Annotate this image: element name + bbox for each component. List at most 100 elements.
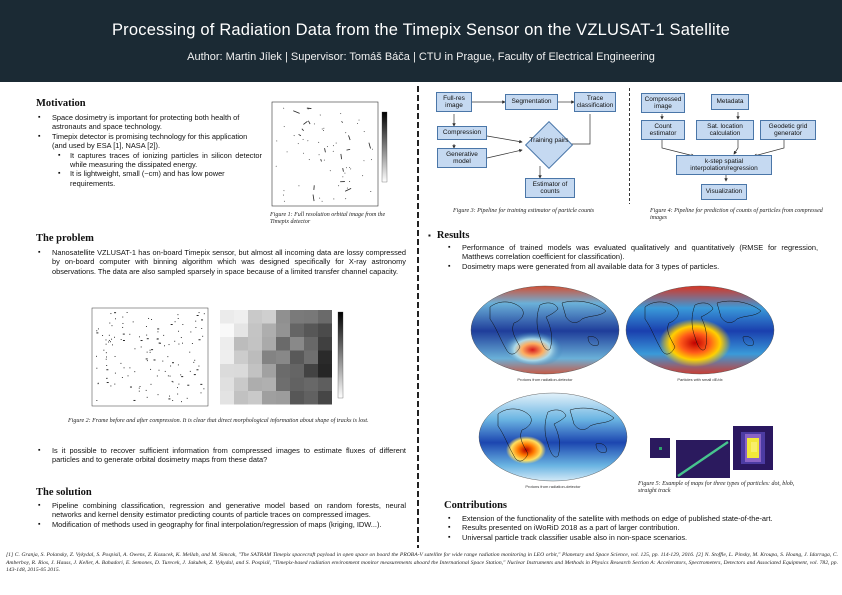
problem-question: Is it possible to recover sufficient inf… xyxy=(36,446,406,465)
particle-hit xyxy=(114,355,116,357)
coastline xyxy=(691,302,714,351)
particle-hit xyxy=(178,330,180,332)
list-item: It captures traces of ionizing particles… xyxy=(36,151,262,170)
particle-hit xyxy=(193,374,196,376)
figure-2-caption: Figure 2: Frame before and after compres… xyxy=(68,418,369,424)
particle-hit xyxy=(196,315,199,316)
particle-hit xyxy=(122,340,125,341)
heatmap-cell xyxy=(262,377,276,391)
particle-hit xyxy=(174,321,176,323)
heatmap-cell xyxy=(262,391,276,405)
problem-heading: The problem xyxy=(36,233,94,244)
heatmap-cell xyxy=(304,350,318,364)
figure-full-resolution-frame xyxy=(270,100,400,208)
problem-text: Nanosatellite VZLUSAT-1 has on-board Tim… xyxy=(36,248,406,276)
heatmap-cell xyxy=(304,323,318,337)
particle-hit xyxy=(169,375,171,377)
particle-hit xyxy=(96,400,98,401)
particle-hit xyxy=(133,399,136,401)
particle-hit xyxy=(114,336,115,338)
particle-hit xyxy=(114,372,116,374)
particle-hit xyxy=(140,346,142,348)
particle-hit xyxy=(156,375,158,377)
particle-hit xyxy=(122,316,124,318)
poster-title: Processing of Radiation Data from the Ti… xyxy=(111,21,731,39)
heatmap-cell xyxy=(220,323,234,337)
motivation-heading: Motivation xyxy=(36,98,86,109)
particle-track xyxy=(350,168,352,170)
heatmap-cell xyxy=(276,337,290,351)
particle-hit xyxy=(191,343,193,344)
box-count-estimator: Count estimator xyxy=(641,120,685,140)
particle-hit xyxy=(153,359,156,361)
coastline xyxy=(569,407,615,430)
particle-track xyxy=(348,135,351,141)
particle-hit xyxy=(146,334,148,336)
particle-hit xyxy=(97,382,99,384)
heatmap-cell xyxy=(304,337,318,351)
particle-hit xyxy=(103,349,105,351)
particle-hit xyxy=(203,388,205,390)
list-item: Results presented on iWoRiD 2018 as a pa… xyxy=(446,523,818,533)
particle-hit xyxy=(111,325,113,327)
particle-track xyxy=(298,134,302,137)
heatmap-cell xyxy=(276,310,290,324)
particle-hit xyxy=(181,376,184,378)
particle-hit xyxy=(129,386,132,388)
particle-hit xyxy=(180,374,182,376)
particle-hit xyxy=(164,345,165,347)
particle-track xyxy=(306,107,312,109)
particle-hit xyxy=(110,385,112,387)
particle-hit xyxy=(122,326,124,328)
heatmap-cell xyxy=(234,364,248,378)
particle-hit xyxy=(96,367,98,369)
particle-hit xyxy=(115,318,116,320)
particle-hit xyxy=(126,312,128,313)
particle-hit xyxy=(195,320,197,322)
references: [1] C. Granja, S. Polansky, Z. Vykydal, … xyxy=(6,552,838,574)
list-item: Space dosimetry is important for protect… xyxy=(36,113,262,132)
results-heading-text: Results xyxy=(436,230,470,241)
particle-hit xyxy=(105,358,107,360)
box-full-res-image: Full-res image xyxy=(436,92,472,112)
particle-hit xyxy=(170,324,173,325)
heatmap-cell xyxy=(290,337,304,351)
particle-track xyxy=(293,110,300,114)
particle-example-blob xyxy=(733,426,773,470)
particle-hit xyxy=(106,365,108,366)
particle-hit xyxy=(146,396,148,398)
particle-hit xyxy=(189,351,191,353)
heatmap-cell xyxy=(290,350,304,364)
particle-hit xyxy=(169,395,171,397)
particle-hit xyxy=(110,313,112,315)
particle-hit xyxy=(140,340,143,342)
particle-hit xyxy=(109,322,111,324)
heatmap-cell xyxy=(248,350,262,364)
particle-hit xyxy=(189,370,191,372)
particle-hit xyxy=(168,398,171,400)
particle-hit xyxy=(106,382,109,384)
particle-hit xyxy=(198,312,200,314)
heatmap-cell xyxy=(234,337,248,351)
particle-hit xyxy=(200,392,202,394)
heatmap-cell xyxy=(304,364,318,378)
results-heading: ▪ Results xyxy=(428,230,470,241)
particle-hit xyxy=(168,344,170,346)
coastline xyxy=(561,300,607,323)
particle-hit xyxy=(129,333,131,335)
particle-hit xyxy=(159,343,161,344)
map-3-label: Protons from radiation-detector xyxy=(525,484,581,489)
particle-hit xyxy=(178,343,180,345)
heatmap-cell xyxy=(262,310,276,324)
heatmap-cell xyxy=(290,391,304,405)
particle-hit xyxy=(110,341,111,343)
particle-track xyxy=(308,120,311,125)
particle-hit xyxy=(167,375,169,377)
particle-hit xyxy=(105,343,107,345)
heatmap-cell xyxy=(276,391,290,405)
heatmap-cell xyxy=(276,323,290,337)
particle-hit xyxy=(97,383,99,385)
dosimetry-map-3: Protons from radiation-detector xyxy=(478,392,628,492)
heatmap-cell xyxy=(220,364,234,378)
particle-hit xyxy=(108,339,110,341)
